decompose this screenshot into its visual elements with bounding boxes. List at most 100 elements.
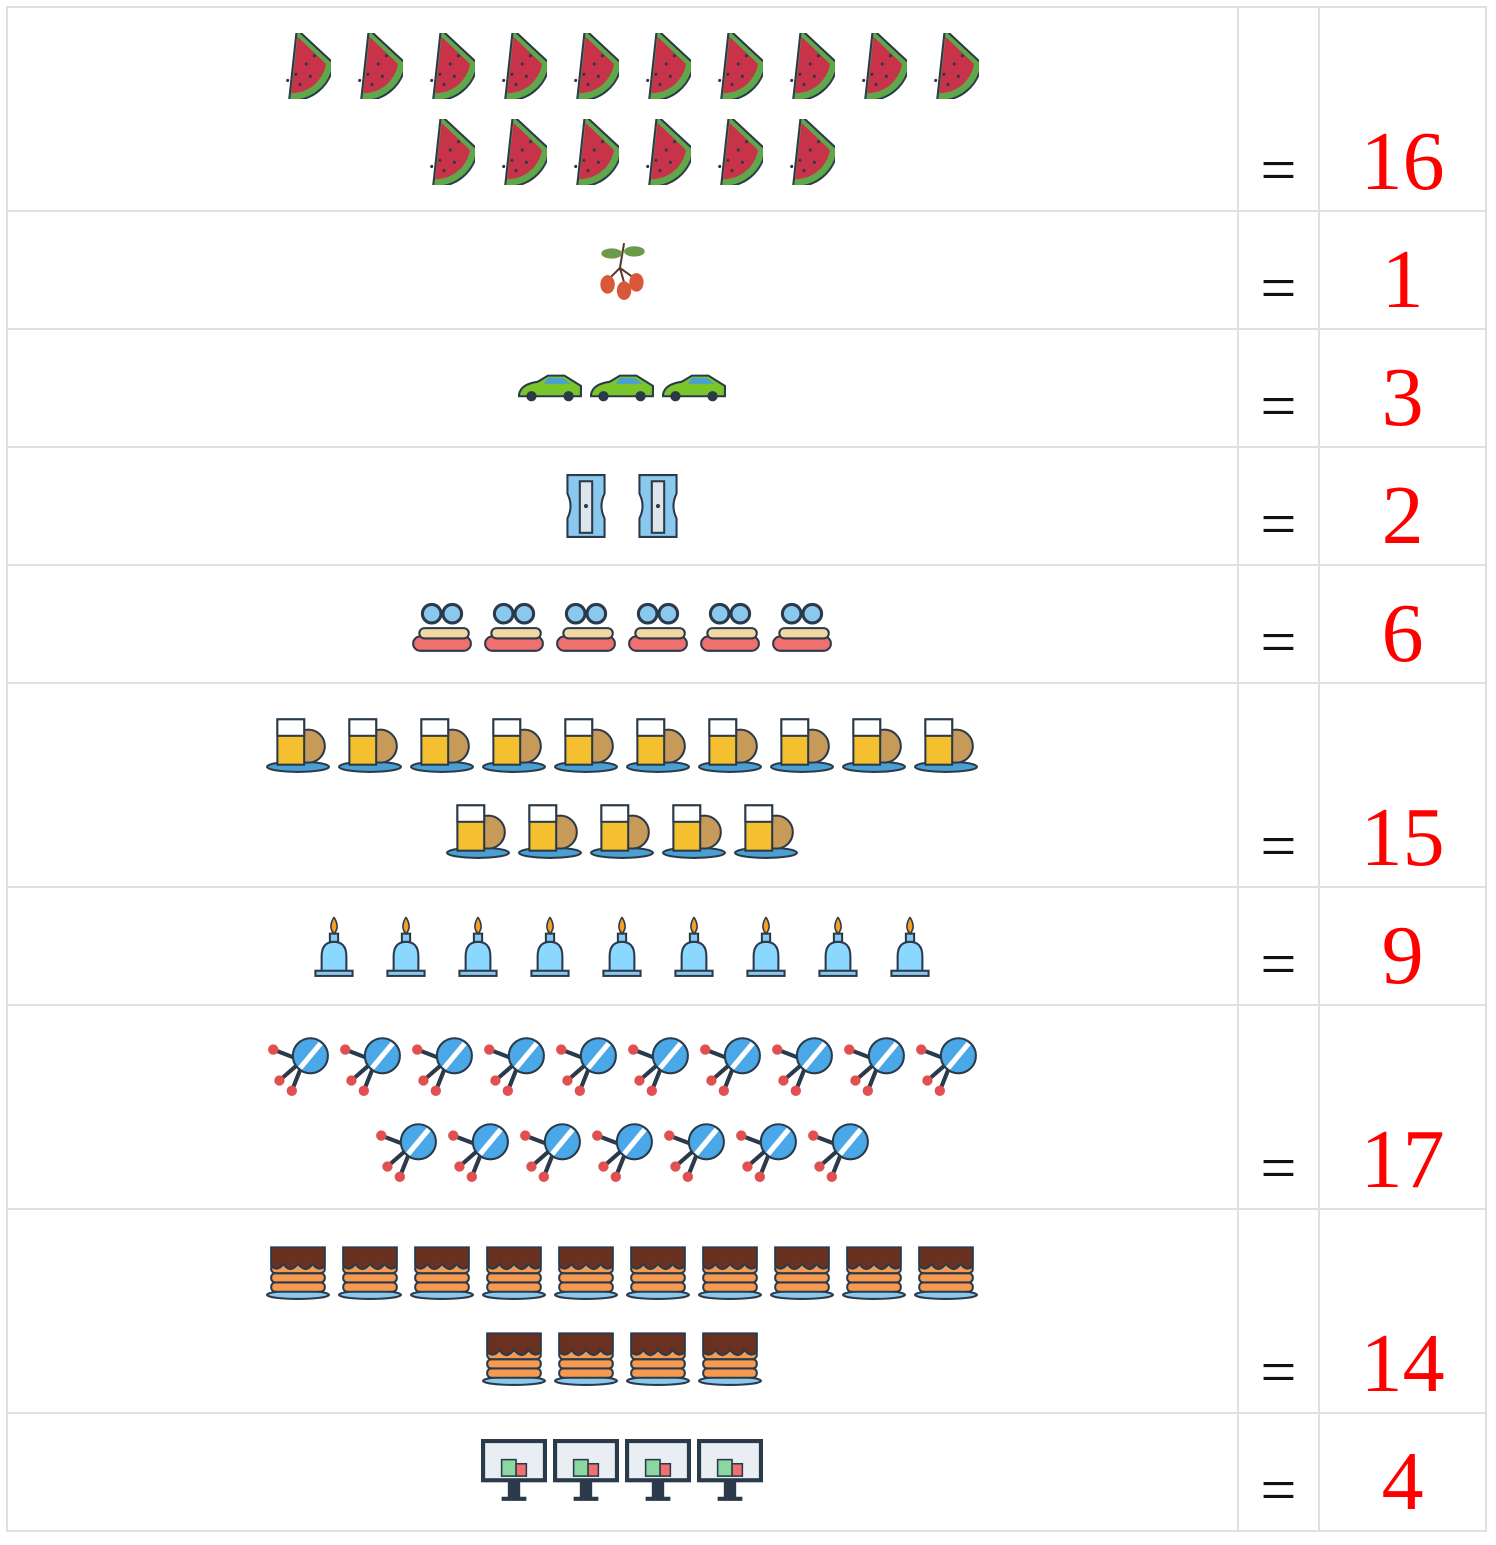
counting-icon: [625, 591, 691, 657]
counting-icon: [481, 709, 547, 775]
counting-icon: [589, 355, 655, 421]
counting-icon: [409, 1031, 475, 1097]
counting-icon: [517, 795, 583, 861]
counting-icon: [625, 1321, 691, 1387]
counting-icon: [553, 33, 619, 99]
equals-sign: =: [1236, 682, 1321, 888]
row: = 16: [6, 6, 1487, 212]
counting-icon: [409, 119, 475, 185]
picture-cell: [6, 682, 1239, 888]
counting-icon: [625, 709, 691, 775]
counting-icon: [805, 913, 871, 979]
answer: 15: [1318, 682, 1487, 888]
answer: 9: [1318, 886, 1487, 1006]
counting-icon: [913, 33, 979, 99]
counting-icon: [625, 1031, 691, 1097]
counting-icon: [553, 1321, 619, 1387]
counting-icon: [517, 355, 583, 421]
counting-icon: [409, 709, 475, 775]
icon-line: [8, 903, 1237, 989]
counting-icon: [841, 709, 907, 775]
counting-icon: [697, 33, 763, 99]
icon-line: [8, 1429, 1237, 1515]
counting-icon: [877, 913, 943, 979]
icon-line: [8, 23, 1237, 109]
counting-icon: [553, 1439, 619, 1505]
counting-icon: [697, 1235, 763, 1301]
equals-sign: =: [1236, 210, 1321, 330]
icon-line: [8, 1107, 1237, 1193]
counting-icon: [445, 795, 511, 861]
counting-icon: [337, 1031, 403, 1097]
equals-sign: =: [1236, 886, 1321, 1006]
icon-line: [8, 1225, 1237, 1311]
row: = 14: [6, 1208, 1487, 1414]
counting-icon: [769, 709, 835, 775]
counting-icon: [841, 1235, 907, 1301]
counting-icon: [661, 1117, 727, 1183]
icon-line: [8, 463, 1237, 549]
counting-icon: [337, 709, 403, 775]
counting-icon: [553, 709, 619, 775]
answer: 16: [1318, 6, 1487, 212]
counting-icon: [697, 1439, 763, 1505]
counting-icon: [625, 33, 691, 99]
icon-line: [8, 699, 1237, 785]
counting-icon: [409, 591, 475, 657]
counting-icon: [733, 913, 799, 979]
icon-line: [8, 785, 1237, 871]
counting-icon: [337, 33, 403, 99]
picture-cell: [6, 328, 1239, 448]
icon-line: [8, 581, 1237, 667]
counting-icon: [481, 1439, 547, 1505]
counting-icon: [337, 1235, 403, 1301]
counting-icon: [481, 591, 547, 657]
picture-cell: [6, 886, 1239, 1006]
counting-icon: [373, 913, 439, 979]
counting-icon: [553, 591, 619, 657]
counting-icon: [661, 795, 727, 861]
counting-icon: [625, 473, 691, 539]
icon-line: [8, 227, 1237, 313]
counting-icon: [553, 473, 619, 539]
counting-icon: [265, 1031, 331, 1097]
row: = 17: [6, 1004, 1487, 1210]
counting-icon: [697, 591, 763, 657]
row: = 1: [6, 210, 1487, 330]
counting-icon: [445, 913, 511, 979]
counting-icon: [661, 355, 727, 421]
counting-icon: [913, 1235, 979, 1301]
answer: 6: [1318, 564, 1487, 684]
counting-icon: [661, 913, 727, 979]
icon-line: [8, 109, 1237, 195]
counting-icon: [697, 119, 763, 185]
equals-sign: =: [1236, 1208, 1321, 1414]
row: = 3: [6, 328, 1487, 448]
counting-icon: [697, 1321, 763, 1387]
row: = 15: [6, 682, 1487, 888]
counting-icon: [769, 1235, 835, 1301]
picture-cell: [6, 564, 1239, 684]
counting-icon: [769, 591, 835, 657]
icon-line: [8, 1021, 1237, 1107]
counting-icon: [913, 709, 979, 775]
row: = 2: [6, 446, 1487, 566]
equals-sign: =: [1236, 564, 1321, 684]
picture-cell: [6, 1412, 1239, 1532]
counting-icon: [481, 33, 547, 99]
equals-sign: =: [1236, 6, 1321, 212]
counting-icon: [625, 1439, 691, 1505]
counting-icon: [769, 1031, 835, 1097]
counting-icon: [409, 33, 475, 99]
counting-icon: [841, 1031, 907, 1097]
counting-icon: [481, 1031, 547, 1097]
answer: 4: [1318, 1412, 1487, 1532]
row: = 9: [6, 886, 1487, 1006]
counting-icon: [553, 1031, 619, 1097]
counting-icon: [265, 33, 331, 99]
counting-icon: [265, 1235, 331, 1301]
picture-cell: [6, 446, 1239, 566]
counting-icon: [733, 1117, 799, 1183]
picture-cell: [6, 210, 1239, 330]
row: = 4: [6, 1412, 1487, 1532]
